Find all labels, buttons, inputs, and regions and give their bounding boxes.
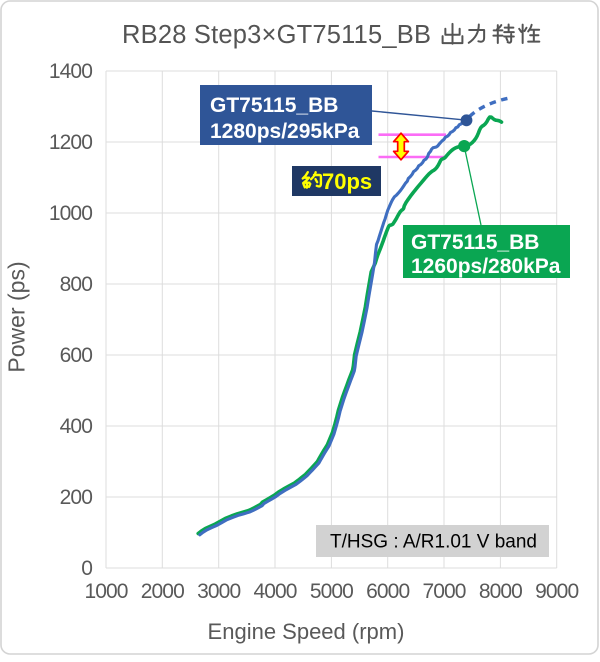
svg-text:6000: 6000 bbox=[366, 580, 409, 603]
svg-text:GT75115_BB: GT75115_BB bbox=[411, 231, 539, 254]
svg-text:4000: 4000 bbox=[253, 580, 296, 603]
svg-text:70ps: 70ps bbox=[322, 169, 372, 194]
svg-text:1200: 1200 bbox=[49, 131, 92, 154]
svg-text:400: 400 bbox=[60, 415, 93, 438]
svg-text:7000: 7000 bbox=[422, 580, 465, 603]
svg-text:GT75115_BB: GT75115_BB bbox=[210, 94, 338, 117]
svg-text:1280ps/295kPa: 1280ps/295kPa bbox=[210, 120, 360, 143]
svg-text:Power (ps): Power (ps) bbox=[4, 261, 30, 372]
svg-text:1260ps/280kPa: 1260ps/280kPa bbox=[411, 255, 561, 278]
svg-text:3000: 3000 bbox=[197, 580, 240, 603]
svg-text:1000: 1000 bbox=[49, 202, 92, 225]
svg-text:2000: 2000 bbox=[141, 580, 184, 603]
svg-text:600: 600 bbox=[60, 344, 93, 367]
svg-text:8000: 8000 bbox=[479, 580, 522, 603]
svg-text:800: 800 bbox=[60, 273, 93, 296]
svg-text:RB28 Step3×GT75115_BB: RB28 Step3×GT75115_BB bbox=[122, 21, 431, 49]
svg-text:Engine Speed (rpm): Engine Speed (rpm) bbox=[208, 619, 405, 644]
svg-text:1400: 1400 bbox=[49, 60, 92, 83]
svg-text:0: 0 bbox=[81, 557, 92, 580]
svg-text:9000: 9000 bbox=[535, 580, 578, 603]
svg-text:5000: 5000 bbox=[310, 580, 353, 603]
svg-text:1000: 1000 bbox=[84, 580, 127, 603]
svg-text:T/HSG : A/R1.01 V band: T/HSG : A/R1.01 V band bbox=[330, 532, 537, 553]
svg-text:200: 200 bbox=[60, 486, 93, 509]
